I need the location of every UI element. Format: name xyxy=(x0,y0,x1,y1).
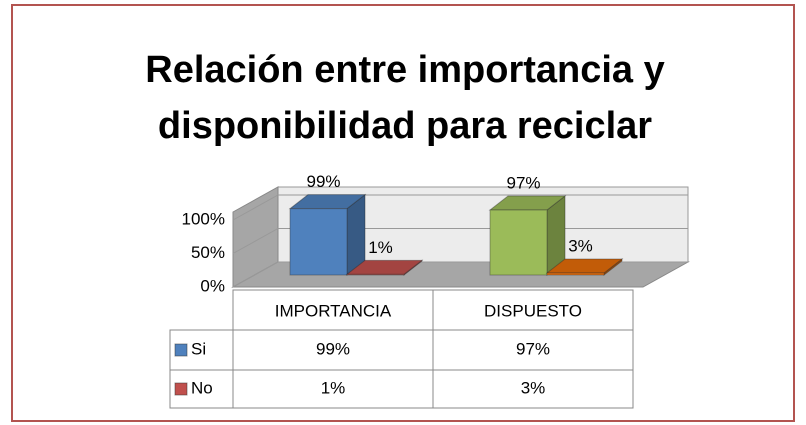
y-tick-label: 0% xyxy=(200,276,225,295)
bar xyxy=(546,272,605,276)
bar xyxy=(346,273,405,276)
legend-label: No xyxy=(191,378,213,397)
value-label: 99% xyxy=(306,172,340,191)
legend-swatch xyxy=(174,343,188,357)
table-value: 1% xyxy=(321,378,346,397)
grid-line xyxy=(232,194,688,221)
chart-title: Relación entre importancia y disponibilid… xyxy=(145,49,665,147)
y-tick-label: 50% xyxy=(191,243,225,262)
bar xyxy=(489,209,548,276)
legend-label: Si xyxy=(191,339,206,358)
table-value: 3% xyxy=(521,378,546,397)
value-label: 3% xyxy=(568,236,593,255)
x-tick-label: IMPORTANCIA xyxy=(275,301,392,320)
table-value: 97% xyxy=(516,339,550,358)
legend-swatch xyxy=(174,382,188,396)
bar xyxy=(289,208,348,276)
table-value: 99% xyxy=(316,339,350,358)
y-tick-label: 100% xyxy=(182,209,225,228)
x-tick-label: DISPUESTO xyxy=(484,301,582,320)
value-label: 97% xyxy=(506,173,540,192)
value-label: 1% xyxy=(368,238,393,257)
